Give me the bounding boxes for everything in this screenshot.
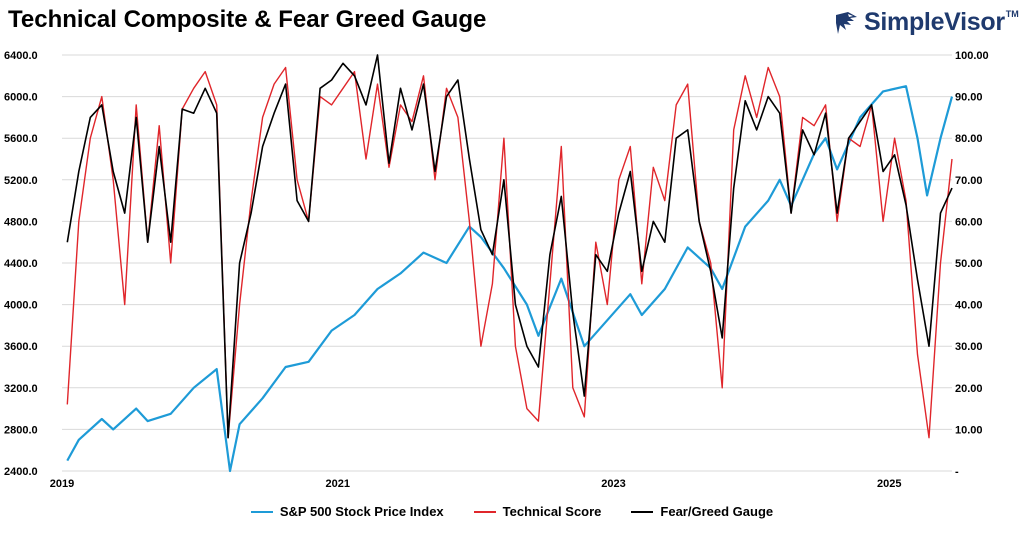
y-left-tick-label: 5600.0 (4, 133, 38, 145)
y-right-tick-label: 20.00 (955, 383, 983, 395)
legend-swatch-sp500 (250, 510, 273, 513)
legend-swatch-technical-score (473, 510, 496, 513)
y-right-tick-label: 60.00 (955, 216, 983, 228)
y-right-tick-label: 80.00 (955, 133, 983, 145)
y-left-tick-label: 2800.0 (4, 424, 38, 436)
chart-title: Technical Composite & Fear Greed Gauge (8, 6, 487, 33)
y-right-tick-label: 100.00 (955, 50, 989, 62)
y-right-tick-label: 40.00 (955, 300, 983, 312)
legend-item-fear-greed: Fear/Greed Gauge (631, 504, 773, 519)
x-tick-label: 2021 (326, 478, 350, 490)
x-tick-label: 2023 (601, 478, 625, 490)
brand-name: SimpleVisor (864, 8, 1005, 36)
y-right-tick-label: 50.00 (955, 258, 983, 270)
legend-swatch-fear-greed (631, 510, 654, 513)
y-left-tick-label: 4400.0 (4, 258, 38, 270)
legend-label-sp500: S&P 500 Stock Price Index (279, 504, 444, 519)
y-right-tick-label: - (955, 466, 959, 478)
series-line-sp500 (66, 85, 954, 473)
legend-label-fear-greed: Fear/Greed Gauge (660, 504, 774, 519)
y-right-tick-label: 90.00 (955, 92, 983, 104)
legend: S&P 500 Stock Price Index Technical Scor… (0, 504, 1024, 519)
x-tick-label: 2019 (50, 478, 74, 490)
y-left-tick-label: 3600.0 (4, 341, 38, 353)
y-right-tick-label: 70.00 (955, 175, 983, 187)
y-left-tick-label: 4000.0 (4, 300, 38, 312)
y-left-tick-label: 6400.0 (4, 50, 38, 62)
legend-item-sp500: S&P 500 Stock Price Index (250, 504, 444, 519)
y-right-tick-label: 10.00 (955, 424, 983, 436)
series-line-fear-greed (66, 54, 953, 439)
x-tick-label: 2025 (877, 478, 901, 490)
legend-label-technical-score: Technical Score (502, 504, 602, 519)
y-right-tick-label: 30.00 (955, 341, 983, 353)
eagle-logo-icon (836, 11, 857, 34)
y-left-tick-label: 2400.0 (4, 466, 38, 478)
legend-item-technical-score: Technical Score (473, 504, 602, 519)
series-layer (66, 54, 954, 473)
y-left-tick-label: 4800.0 (4, 216, 38, 228)
brand-trademark: TM (1005, 8, 1019, 19)
brand-logo: SimpleVisor TM (832, 8, 1019, 37)
y-left-tick-label: 6000.0 (4, 92, 38, 104)
y-left-tick-label: 5200.0 (4, 175, 38, 187)
axes-layer: 6400.0 100.00 6000.0 90.00 5600.0 80.00 5200.0… (4, 50, 989, 490)
y-left-tick-label: 3200.0 (4, 383, 38, 395)
